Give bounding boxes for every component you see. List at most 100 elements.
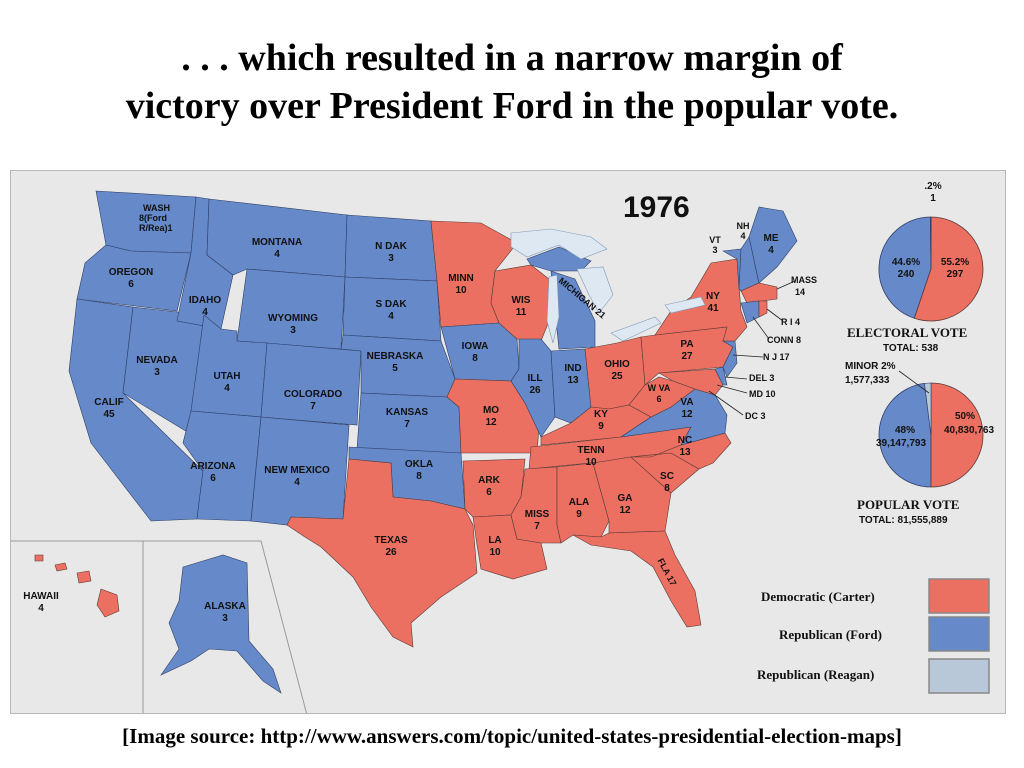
hawaii-island-maui	[76, 570, 92, 584]
electoral-rep-pct: 44.6%	[892, 257, 920, 268]
state-wyoming	[236, 268, 346, 350]
electoral-dem-votes: 297	[947, 269, 964, 280]
callout-nj: N J 17	[763, 352, 790, 362]
electoral-rep-votes: 240	[898, 269, 915, 280]
legend-swatch-republican-ford	[928, 616, 990, 652]
state-label-minn: MINN	[448, 273, 474, 284]
legend-swatch-democratic	[928, 578, 990, 614]
legend-label-democratic: Democratic (Carter)	[761, 589, 875, 604]
state-label-colorado: COLORADO	[284, 389, 343, 400]
state-label-nebraska: NEBRASKA	[367, 351, 424, 362]
state-label-texas: TEXAS	[374, 535, 408, 546]
lake-huron	[576, 266, 614, 314]
popular-dem-votes: 40,830,763	[944, 425, 994, 436]
svg-text:55.2%297: 55.2% 297	[941, 257, 969, 280]
state-label-nc: NC	[678, 435, 692, 446]
electoral-vote-title: ELECTORAL VOTE	[847, 325, 967, 340]
image-source-caption: [Image source: http://www.answers.com/to…	[122, 724, 902, 748]
legend-label-republican-ford: Republican (Ford)	[779, 627, 882, 642]
state-texas	[286, 458, 478, 648]
state-oregon	[76, 244, 192, 312]
leader-dc	[708, 390, 744, 416]
state-label-wva: W VA	[648, 383, 671, 393]
leader-popular-minor	[898, 370, 930, 394]
state-label-kansas: KANSAS	[386, 407, 429, 418]
svg-text:NH4: NH 4	[737, 221, 750, 241]
state-label-va: VA	[680, 397, 693, 408]
inset-border-alaska	[143, 540, 307, 713]
state-ri	[758, 300, 768, 318]
popular-rep-pct: 48%	[895, 425, 915, 436]
svg-text:KY9: KY 9	[594, 409, 608, 432]
inset-border-hawaii	[11, 540, 144, 713]
svg-text:.2%1: .2% 1	[924, 181, 941, 204]
state-label-okla: OKLA	[405, 459, 433, 470]
state-label-ark: ARK	[478, 475, 500, 486]
electoral-vote-total: TOTAL: 538	[883, 343, 939, 354]
state-label-oregon: OREGON	[109, 267, 153, 278]
state-label-tenn: TENN	[577, 445, 604, 456]
callout-conn: CONN 8	[767, 335, 801, 345]
svg-text:SC8: SC 8	[660, 471, 674, 494]
title-line-1: . . . which resulted in a narrow margin …	[181, 37, 843, 79]
state-label-iowa: IOWA	[462, 341, 489, 352]
state-label-ndak: N DAK	[375, 241, 407, 252]
svg-text:44.6%240: 44.6% 240	[892, 257, 920, 280]
state-label-sdak: S DAK	[375, 299, 407, 310]
callout-dc: DC 3	[745, 411, 766, 421]
electoral-slice-republican	[878, 216, 932, 319]
state-hawaii	[96, 588, 120, 618]
legend: Democratic (Carter) Republican (Ford) Re…	[757, 578, 990, 694]
state-label-arizona: ARIZONA	[190, 461, 236, 472]
state-label-sc: SC	[660, 471, 674, 482]
popular-minor-label: MINOR 2%	[845, 361, 896, 372]
state-label-ny: NY	[706, 291, 720, 302]
svg-text:VT3: VT 3	[709, 235, 721, 255]
lake-erie	[610, 316, 662, 342]
leader-del	[724, 376, 748, 380]
state-mass	[740, 282, 778, 304]
callout-ri: R I 4	[781, 317, 800, 327]
state-label-ind: IND	[564, 363, 581, 374]
popular-dem-pct: 50%	[955, 411, 975, 422]
state-label-new-mexico: NEW MEXICO	[264, 465, 330, 476]
state-colorado	[260, 342, 362, 426]
state-label-wash-reagan: R/Rea)1	[139, 223, 173, 233]
state-label-nevada: NEVADA	[136, 355, 177, 366]
popular-minor-votes: 1,577,333	[845, 375, 890, 386]
state-label-utah: UTAH	[213, 371, 240, 382]
title-line-2: victory over President Ford in the popul…	[125, 85, 899, 127]
popular-vote-title: POPULAR VOTE	[857, 497, 959, 512]
state-label-wash-ford: 8(Ford	[139, 213, 167, 223]
state-label-mo: MO	[483, 405, 499, 416]
state-label-ky: KY	[594, 409, 608, 420]
electoral-minor-pct: .2%	[924, 181, 941, 192]
electoral-slice-democratic	[913, 216, 984, 322]
leader-nj	[732, 354, 764, 358]
leader-conn	[752, 316, 770, 340]
svg-text:48%39,147,793: 48% 39,147,793	[876, 425, 926, 449]
